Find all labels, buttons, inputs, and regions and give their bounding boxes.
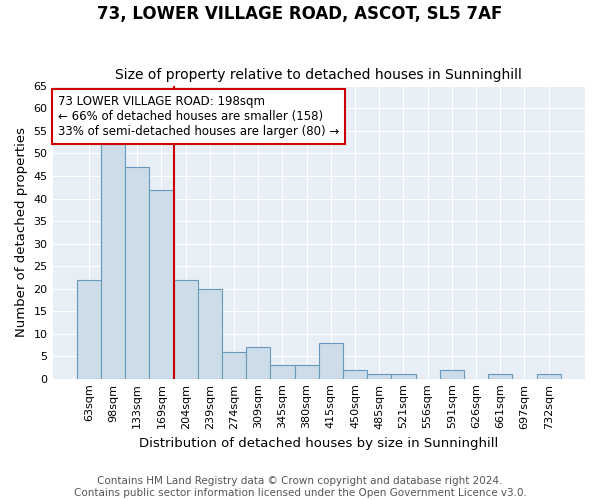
Bar	[391, 374, 416, 378]
Bar	[367, 374, 391, 378]
Bar	[488, 374, 512, 378]
Text: Contains HM Land Registry data © Crown copyright and database right 2024.
Contai: Contains HM Land Registry data © Crown c…	[74, 476, 526, 498]
Y-axis label: Number of detached properties: Number of detached properties	[15, 128, 28, 338]
Bar	[198, 288, 222, 378]
Title: Size of property relative to detached houses in Sunninghill: Size of property relative to detached ho…	[115, 68, 522, 82]
Bar	[319, 342, 343, 378]
Bar	[271, 365, 295, 378]
Bar	[149, 190, 173, 378]
X-axis label: Distribution of detached houses by size in Sunninghill: Distribution of detached houses by size …	[139, 437, 499, 450]
Bar	[77, 280, 101, 378]
Bar	[440, 370, 464, 378]
Bar	[125, 167, 149, 378]
Bar	[173, 280, 198, 378]
Text: 73 LOWER VILLAGE ROAD: 198sqm
← 66% of detached houses are smaller (158)
33% of : 73 LOWER VILLAGE ROAD: 198sqm ← 66% of d…	[58, 94, 339, 138]
Bar	[536, 374, 561, 378]
Bar	[343, 370, 367, 378]
Bar	[101, 144, 125, 378]
Bar	[295, 365, 319, 378]
Bar	[246, 347, 271, 378]
Text: 73, LOWER VILLAGE ROAD, ASCOT, SL5 7AF: 73, LOWER VILLAGE ROAD, ASCOT, SL5 7AF	[97, 5, 503, 23]
Bar	[222, 352, 246, 378]
